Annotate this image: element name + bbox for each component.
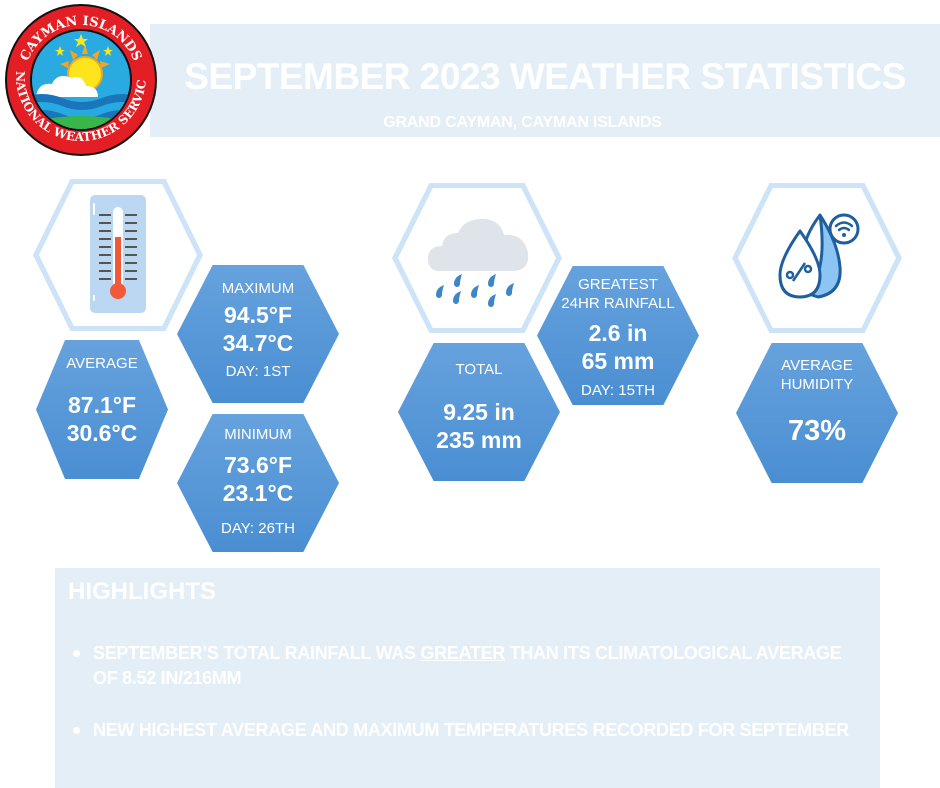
average-temperature-hex: AVERAGE 87.1°F 30.6°C [36, 340, 168, 479]
greatest-rainfall-label-1: GREATEST [578, 276, 658, 293]
header-band [150, 24, 940, 137]
highlights-panel: HIGHLIGHTS SEPTEMBER’S TOTAL RAINFALL WA… [55, 568, 880, 788]
humidity-hex [732, 183, 902, 333]
highlights-title: HIGHLIGHTS [68, 578, 216, 605]
emphasis-text: GREATER [420, 643, 505, 663]
minimum-temp-label: MINIMUM [224, 426, 292, 443]
humidity-drops-icon [778, 213, 860, 299]
maximum-temp-label: MAXIMUM [221, 280, 295, 297]
bullet-icon [73, 650, 80, 657]
bullet-icon [73, 727, 80, 734]
total-rainfall-in: 9.25 in [443, 399, 515, 425]
total-rainfall-hex: TOTAL 9.25 in 235 mm [398, 343, 560, 481]
average-temp-f: 87.1°F [67, 392, 136, 418]
greatest-rainfall-in: 2.6 in [588, 320, 648, 346]
maximum-temp-c: 34.7°C [222, 330, 294, 356]
average-temp-c: 30.6°C [66, 420, 138, 446]
average-humidity-label-2: HUMIDITY [780, 376, 854, 393]
maximum-temperature-hex: MAXIMUM 94.5°F 34.7°C DAY: 1ST [177, 265, 339, 403]
average-humidity-hex: AVERAGE HUMIDITY 73% [736, 343, 898, 483]
greatest-rainfall-mm: 65 mm [581, 348, 655, 374]
maximum-temp-f: 94.5°F [223, 302, 292, 328]
thermometer-hex [33, 179, 203, 331]
total-rainfall-mm: 235 mm [436, 427, 522, 453]
highlights-list: SEPTEMBER’S TOTAL RAINFALL WAS GREATER T… [69, 641, 859, 770]
greatest-rainfall-day: DAY: 15TH [581, 382, 655, 399]
greatest-rainfall-label-2: 24HR RAINFALL [561, 295, 675, 312]
average-humidity-label-1: AVERAGE [781, 357, 853, 374]
average-humidity-value: 73% [787, 415, 847, 447]
page-title: SEPTEMBER 2023 WEATHER STATISTICS [184, 56, 906, 97]
total-rainfall-label: TOTAL [455, 361, 503, 378]
minimum-temp-f: 73.6°F [223, 452, 292, 478]
rain-hex [392, 183, 562, 333]
minimum-temp-c: 23.1°C [222, 480, 294, 506]
average-temp-label: AVERAGE [66, 355, 138, 372]
highlight-item: NEW HIGHEST AVERAGE AND MAXIMUM TEMPERAT… [69, 718, 859, 743]
greatest-24hr-rainfall-hex: GREATEST 24HR RAINFALL 2.6 in 65 mm DAY:… [537, 266, 699, 405]
maximum-temp-day: DAY: 1ST [225, 363, 291, 380]
minimum-temperature-hex: MINIMUM 73.6°F 23.1°C DAY: 26TH [177, 414, 339, 552]
thermometer-icon [90, 195, 146, 313]
minimum-temp-day: DAY: 26TH [221, 520, 295, 537]
highlight-item: SEPTEMBER’S TOTAL RAINFALL WAS GREATER T… [69, 641, 859, 691]
rain-cloud-icon [428, 219, 529, 307]
page-subtitle: GRAND CAYMAN, CAYMAN ISLANDS [383, 114, 662, 131]
national-weather-service-logo: CAYMAN ISLANDS NATIONAL WEATHER SERVICE [2, 2, 157, 156]
